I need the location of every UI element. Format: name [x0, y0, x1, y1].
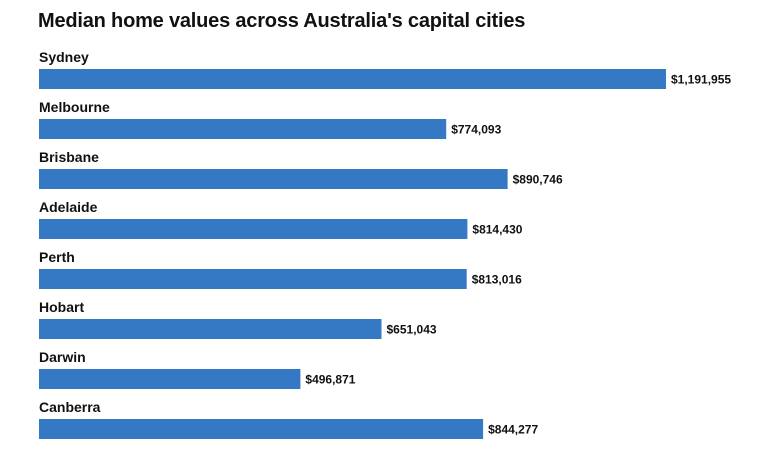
bar [39, 419, 484, 439]
bar [39, 119, 447, 139]
value-label: $651,043 [387, 323, 437, 337]
value-label: $1,191,955 [671, 73, 731, 87]
bar-group-hobart: Hobart $651,043 [39, 299, 437, 339]
category-label: Perth [39, 249, 75, 265]
bar-group-perth: Perth $813,016 [39, 249, 522, 289]
bar-group-melbourne: Melbourne $774,093 [39, 99, 502, 139]
bar [39, 69, 666, 89]
value-label: $844,277 [488, 423, 538, 437]
value-label: $813,016 [472, 273, 522, 287]
value-label: $774,093 [451, 123, 501, 137]
bar-group-brisbane: Brisbane $890,746 [39, 149, 563, 189]
category-label: Brisbane [39, 149, 99, 165]
bar-group-darwin: Darwin $496,871 [39, 349, 356, 389]
category-label: Hobart [39, 299, 84, 315]
category-label: Canberra [39, 399, 101, 415]
bar-group-canberra: Canberra $844,277 [39, 399, 538, 439]
bar [39, 319, 382, 339]
value-label: $890,746 [513, 173, 563, 187]
category-label: Darwin [39, 349, 86, 365]
bar-group-adelaide: Adelaide $814,430 [39, 199, 523, 239]
bar-group-sydney: Sydney $1,191,955 [39, 49, 731, 89]
bar [39, 269, 467, 289]
bar [39, 369, 301, 389]
bar [39, 169, 508, 189]
bar [39, 219, 468, 239]
value-label: $496,871 [305, 373, 355, 387]
value-label: $814,430 [472, 223, 522, 237]
category-label: Adelaide [39, 199, 98, 215]
category-label: Melbourne [39, 99, 110, 115]
category-label: Sydney [39, 49, 89, 65]
chart-title: Median home values across Australia's ca… [38, 10, 526, 32]
